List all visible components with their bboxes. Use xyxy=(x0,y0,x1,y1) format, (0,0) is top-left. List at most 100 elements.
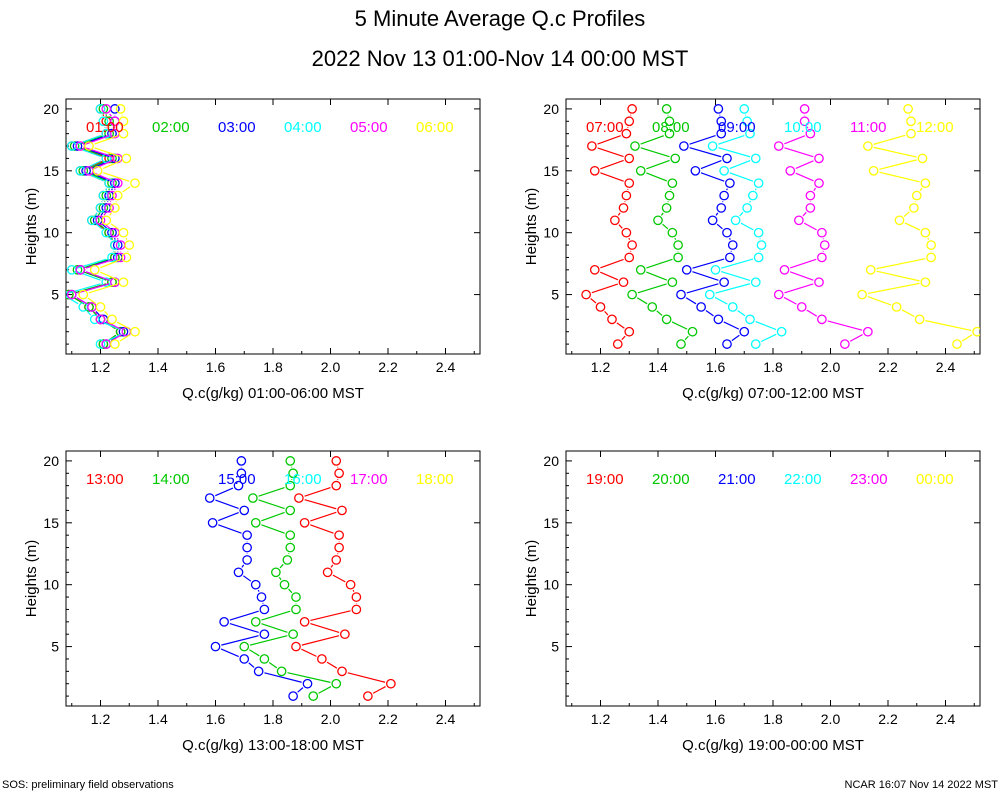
series-0800 xyxy=(627,104,698,349)
series-segment xyxy=(737,309,746,317)
series-segment xyxy=(288,588,293,594)
data-point xyxy=(334,468,344,479)
data-point xyxy=(322,567,333,578)
series-segment xyxy=(326,661,338,669)
series-segment xyxy=(229,610,259,621)
series-segment xyxy=(332,574,346,583)
x-tick-label: 1.8 xyxy=(763,359,783,375)
data-point xyxy=(118,128,129,139)
series-segment xyxy=(94,212,98,216)
data-point xyxy=(624,178,635,189)
series-segment xyxy=(310,623,340,634)
data-point xyxy=(673,240,683,250)
data-point xyxy=(621,227,632,238)
series-segment xyxy=(85,135,110,145)
series-segment xyxy=(700,160,722,170)
series-segment xyxy=(330,564,334,568)
y-axis-label: Heights (m) xyxy=(523,540,540,618)
data-point xyxy=(210,641,221,652)
series-segment xyxy=(784,283,814,294)
x-tick-label: 1.8 xyxy=(763,711,783,727)
series-segment xyxy=(77,283,110,294)
y-tick-label: 10 xyxy=(43,225,59,241)
data-point xyxy=(719,190,729,201)
data-point xyxy=(101,190,112,201)
x-tick-label: 2.0 xyxy=(321,359,341,375)
data-point xyxy=(719,277,729,288)
data-point xyxy=(647,302,658,312)
series-0200 xyxy=(66,104,126,349)
series-segment xyxy=(616,322,625,329)
series-segment xyxy=(718,147,751,158)
data-point xyxy=(95,339,106,349)
x-tick-label: 2.0 xyxy=(321,711,341,727)
data-point xyxy=(112,178,123,189)
panel-1: 1.2 1.4 1.6 1.8 2.0 2.2 2.4 5 10 15 20 Q.c(g/kg) 01… xyxy=(23,98,481,402)
series-segment xyxy=(103,212,107,216)
data-point xyxy=(716,116,727,127)
y-tick-label: 20 xyxy=(543,453,559,469)
series-segment xyxy=(721,258,754,269)
legend-label: 00:00 xyxy=(916,471,954,488)
data-point xyxy=(667,277,678,288)
data-point xyxy=(118,227,129,238)
series-segment xyxy=(867,282,920,295)
data-point xyxy=(911,190,922,201)
data-point xyxy=(236,456,247,466)
series-0900 xyxy=(676,104,750,349)
series-segment xyxy=(220,648,239,658)
data-point xyxy=(799,116,810,127)
data-point xyxy=(288,629,298,640)
series-segment xyxy=(873,134,906,145)
data-point xyxy=(115,252,126,263)
series-segment xyxy=(215,487,234,497)
series-segment xyxy=(249,649,260,657)
legend-label: 11:00 xyxy=(850,119,886,136)
x-tick-label: 2.2 xyxy=(378,359,398,375)
y-tick-label: 10 xyxy=(543,225,559,241)
series-segment xyxy=(80,135,104,145)
data-point xyxy=(817,227,827,238)
data-point xyxy=(337,505,347,516)
data-point xyxy=(589,264,600,275)
y-tick-label: 15 xyxy=(43,163,59,179)
series-segment xyxy=(241,564,245,568)
panel-3: 1.2 1.4 1.6 1.8 2.0 2.2 2.4 5 10 15 20 Q.c(g/kg) 13… xyxy=(23,450,481,754)
data-point xyxy=(676,339,686,349)
data-point xyxy=(704,289,715,300)
series-segment xyxy=(111,237,113,240)
panel-2: 1.2 1.4 1.6 1.8 2.0 2.2 2.4 5 10 15 20 Q.c(g/kg) 07… xyxy=(523,98,981,402)
series-segment xyxy=(705,309,714,317)
data-point xyxy=(891,302,902,312)
data-point xyxy=(817,252,827,263)
series-segment xyxy=(685,297,697,305)
data-point xyxy=(242,555,252,565)
series-segment xyxy=(873,146,917,158)
series-segment xyxy=(749,200,751,203)
legend-label: 01:00 xyxy=(86,119,124,136)
data-point xyxy=(624,326,635,337)
data-point xyxy=(773,141,784,151)
x-tick-label: 1.2 xyxy=(591,711,611,727)
data-point xyxy=(914,314,925,325)
data-point xyxy=(250,616,261,627)
data-point xyxy=(351,592,362,602)
series-segment xyxy=(105,188,108,191)
series-segment xyxy=(590,298,597,304)
series-segment xyxy=(94,135,119,145)
data-point xyxy=(121,252,132,263)
data-point xyxy=(124,240,135,250)
plot-frame xyxy=(565,450,981,707)
data-point xyxy=(299,517,310,528)
series-1200 xyxy=(857,104,980,349)
series-segment xyxy=(94,147,121,158)
series-segment xyxy=(310,524,334,534)
series-segment xyxy=(790,258,817,269)
data-point xyxy=(271,567,281,578)
data-point xyxy=(334,542,344,553)
data-point xyxy=(89,264,100,275)
series-segment xyxy=(105,321,122,330)
data-point xyxy=(78,289,89,300)
legend-label: 23:00 xyxy=(850,471,888,488)
series-segment xyxy=(689,147,722,158)
